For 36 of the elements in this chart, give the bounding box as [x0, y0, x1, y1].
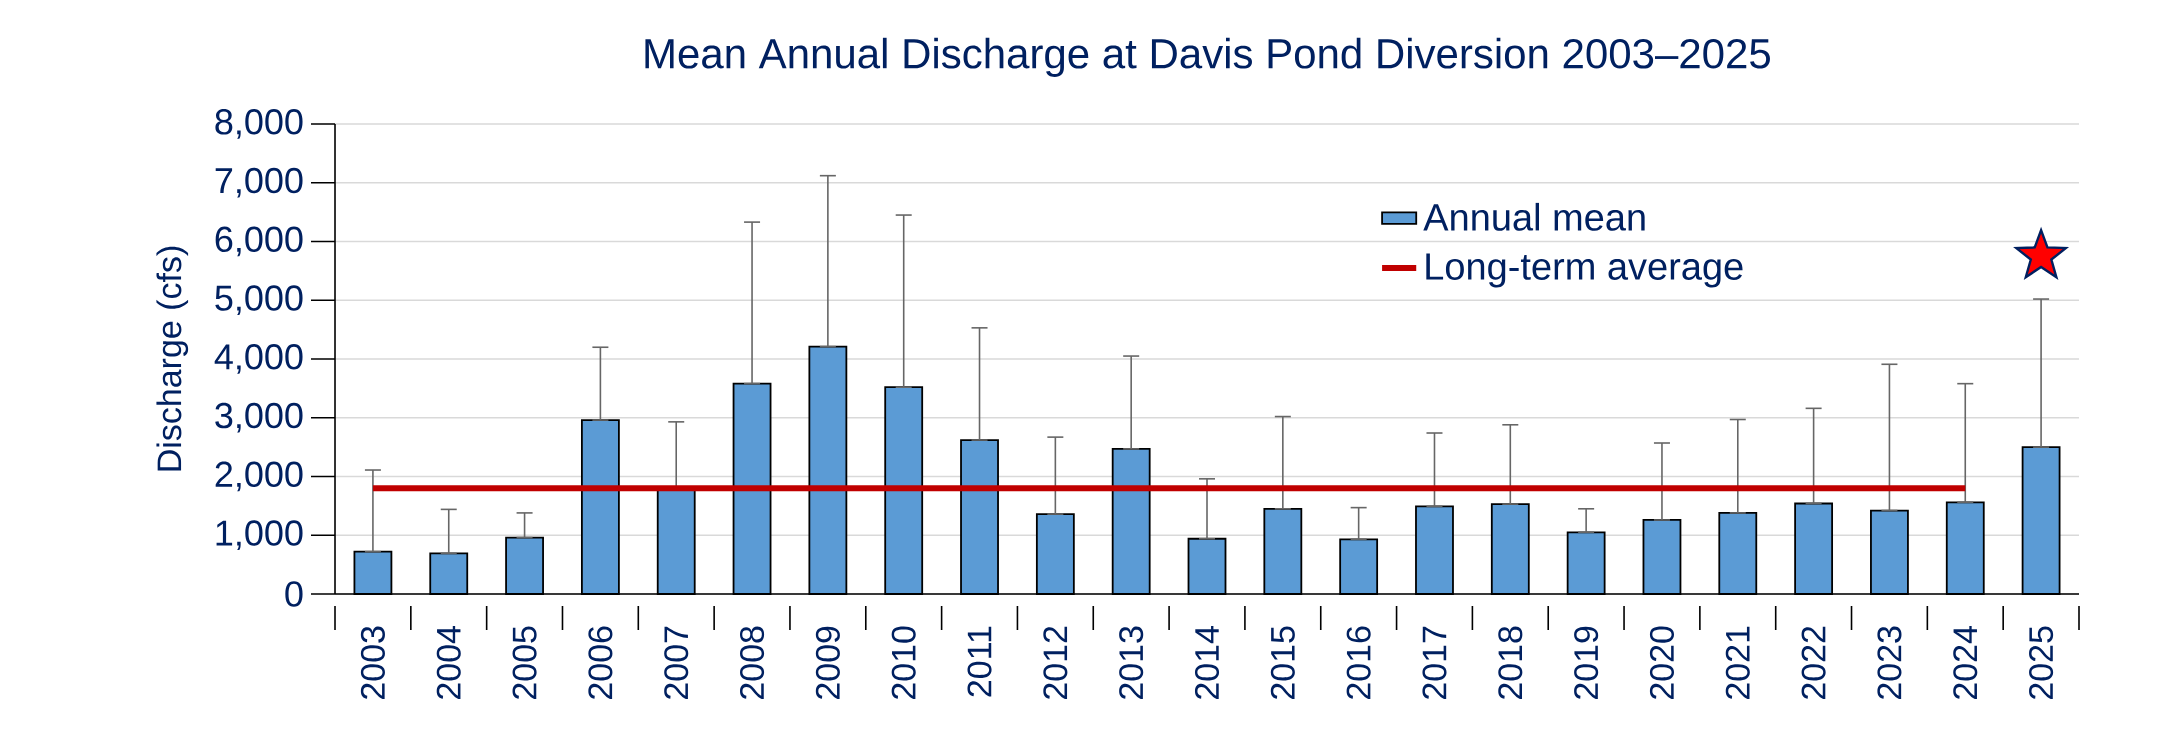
y-tick-label: 5,000: [215, 285, 303, 316]
x-tick-label: 2014: [1194, 626, 1220, 699]
x-tick-label: 2006: [588, 626, 613, 699]
y-tick-label: 3,000: [215, 402, 303, 433]
y-tick-label: 1,000: [216, 520, 303, 551]
x-tick-label: 2019: [1574, 626, 1599, 699]
x-tick-label: 2012: [1043, 626, 1068, 699]
y-axis-title: Discharge (cfs): [156, 246, 189, 471]
legend-label: Annual mean: [1423, 202, 1645, 231]
x-tick-label: 2010: [891, 626, 916, 699]
x-tick-label: 2004: [436, 626, 461, 699]
y-tick-label: 6,000: [215, 226, 303, 257]
x-tick-label: 2005: [512, 626, 537, 699]
y-tick-label: 4,000: [214, 344, 303, 374]
x-tick-label: 2023: [1877, 626, 1902, 699]
y-tick-label: 7,000: [215, 167, 303, 198]
y-tick-label: 0: [285, 581, 303, 607]
x-tick-label: 2017: [1422, 626, 1447, 699]
x-tick-label: 2015: [1270, 626, 1295, 699]
x-tick-label: 2011: [967, 626, 992, 697]
x-tick-label: 2008: [740, 626, 765, 699]
x-tick-label: 2003: [360, 626, 385, 699]
x-tick-label: 2016: [1346, 626, 1371, 699]
y-tick-label: 8,000: [215, 109, 303, 139]
x-tick-label: 2013: [1119, 626, 1144, 699]
x-tick-label: 2021: [1725, 626, 1750, 699]
legend-label: Long-term average: [1426, 253, 1743, 288]
x-tick-label: 2020: [1649, 626, 1675, 699]
x-tick-label: 2018: [1498, 626, 1523, 699]
x-tick-label: 2009: [815, 626, 840, 699]
x-tick-label: 2025: [2029, 626, 2054, 699]
x-tick-label: 2022: [1801, 626, 1826, 699]
x-tick-label: 2007: [664, 626, 689, 699]
y-tick-label: 2,000: [215, 461, 303, 492]
x-tick-label: 2024: [1953, 626, 1978, 699]
chart-title: Mean Annual Discharge at Davis Pond Diversion 2003–2025: [645, 37, 1770, 77]
